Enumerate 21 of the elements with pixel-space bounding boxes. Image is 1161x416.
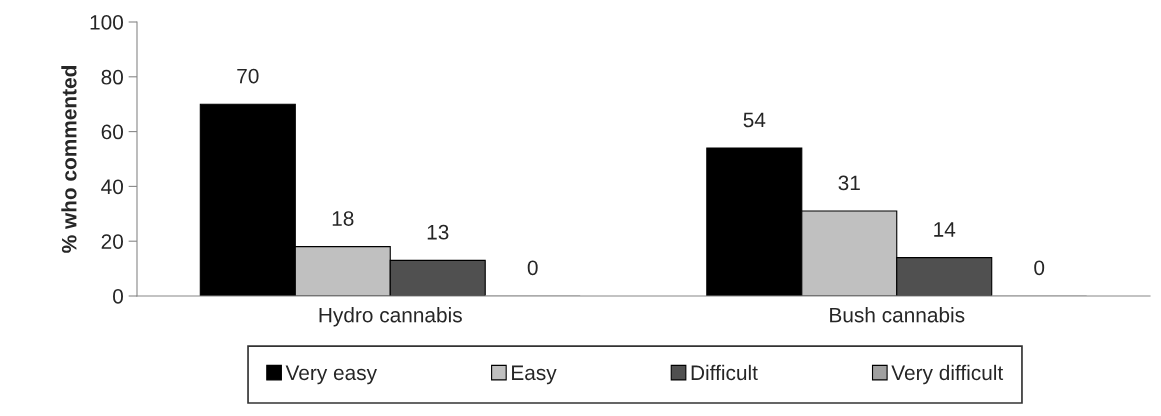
data-label: 54 bbox=[743, 112, 766, 128]
y-axis-title: % who commented bbox=[61, 66, 77, 253]
data-label: 0 bbox=[1034, 260, 1045, 276]
data-label: 13 bbox=[427, 224, 449, 240]
y-tick-label: 0 bbox=[113, 289, 123, 304]
legend-label: Easy bbox=[512, 365, 557, 385]
data-label: 70 bbox=[237, 68, 259, 84]
y-tick-label: 60 bbox=[101, 124, 123, 140]
y-tick-label: 40 bbox=[101, 179, 123, 195]
legend-label: Very easy bbox=[285, 365, 377, 385]
y-tick-label: 100 bbox=[90, 15, 123, 30]
y-tick-label: 80 bbox=[101, 69, 123, 85]
legend-label: Difficult bbox=[691, 364, 758, 381]
x-tick-label: Hydro cannabis bbox=[319, 307, 462, 327]
data-label: 18 bbox=[332, 211, 354, 226]
legend-label: Very difficult bbox=[891, 364, 1004, 385]
data-label: 31 bbox=[838, 175, 860, 191]
y-tick-label: 20 bbox=[101, 234, 123, 249]
x-tick-label: Bush cannabis bbox=[830, 307, 965, 323]
data-label: 14 bbox=[934, 222, 956, 237]
data-label: 0 bbox=[527, 260, 538, 276]
